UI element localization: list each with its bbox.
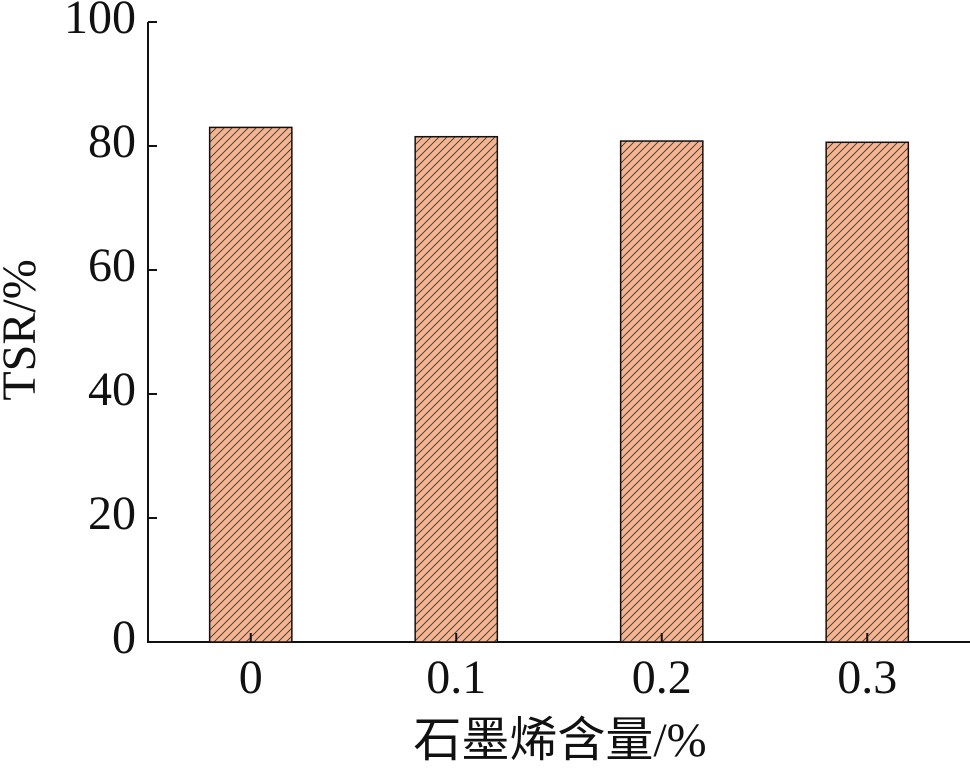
y-tick-label: 0 xyxy=(112,611,136,664)
y-tick-label: 80 xyxy=(88,115,136,168)
x-tick-label: 0.2 xyxy=(632,651,692,704)
y-tick-label: 20 xyxy=(88,487,136,540)
x-tick-label: 0.3 xyxy=(837,651,897,704)
y-tick-label: 60 xyxy=(88,239,136,292)
x-tick-label: 0 xyxy=(239,651,263,704)
y-tick-label: 40 xyxy=(88,363,136,416)
x-axis-label: 石墨烯含量/% xyxy=(413,714,706,767)
bar xyxy=(208,126,293,643)
y-tick-label: 100 xyxy=(64,0,136,44)
bar xyxy=(414,135,499,643)
y-axis-label: TSR/% xyxy=(0,259,46,400)
bar xyxy=(825,141,910,643)
x-tick-label: 0.1 xyxy=(426,651,486,704)
bar xyxy=(619,140,704,643)
